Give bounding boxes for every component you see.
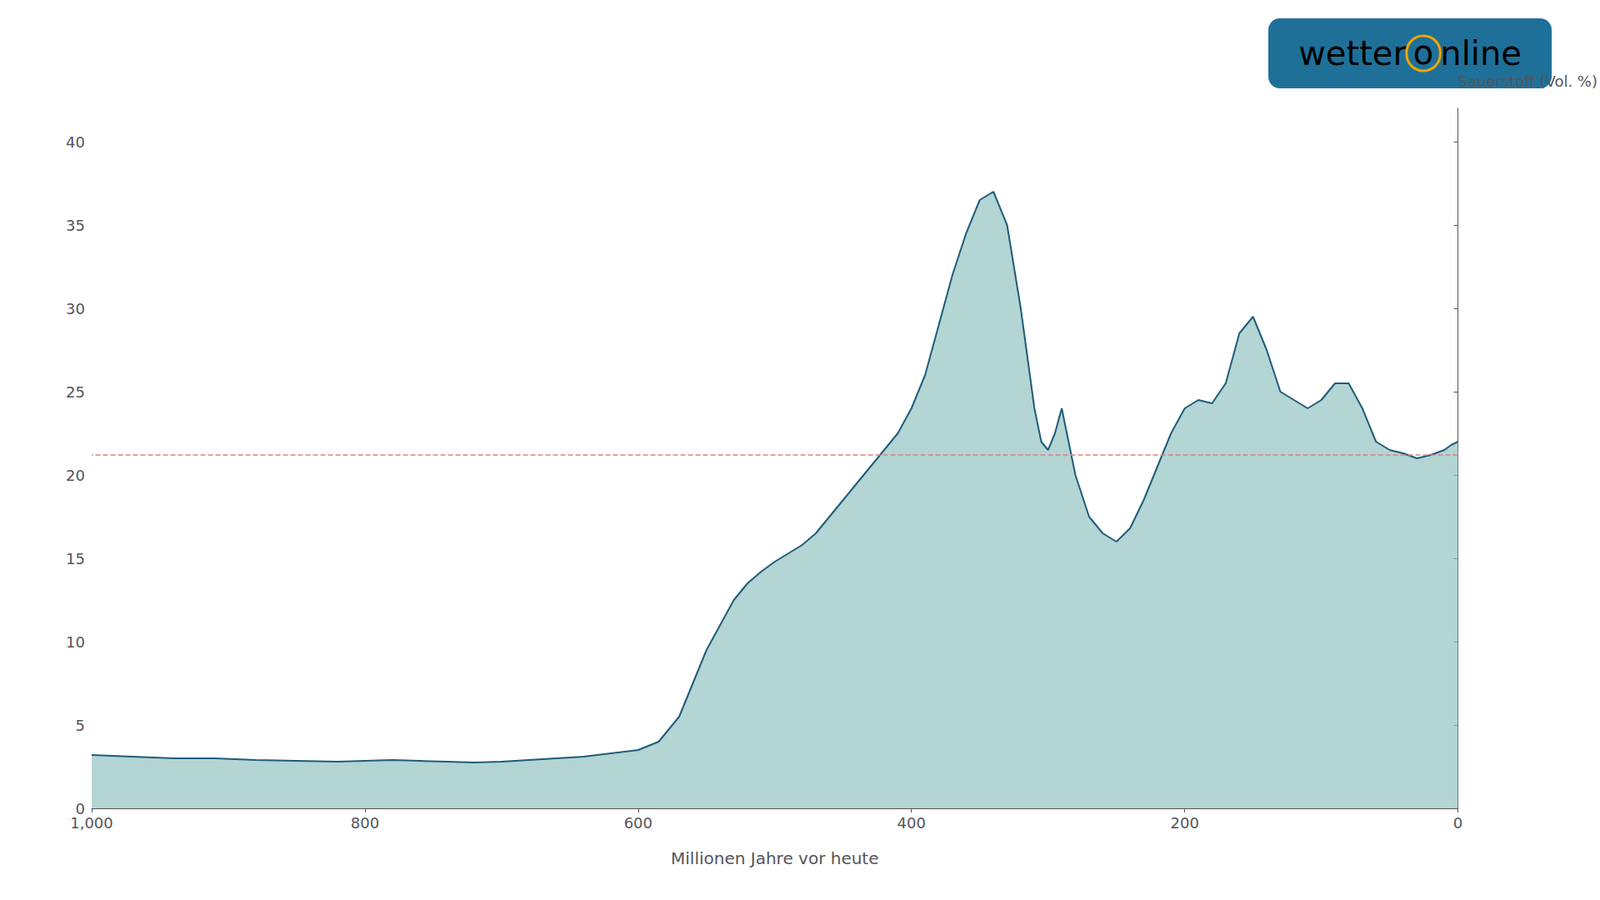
svg-text:o: o [1413, 33, 1434, 72]
svg-text:20: 20 [65, 466, 85, 485]
svg-text:800: 800 [350, 814, 380, 832]
svg-text:0: 0 [75, 799, 85, 818]
svg-text:600: 600 [624, 814, 653, 832]
svg-text:35: 35 [65, 216, 85, 235]
svg-text:10: 10 [65, 633, 85, 651]
svg-text:200: 200 [1170, 814, 1199, 832]
svg-text:wetter: wetter [1298, 34, 1407, 73]
svg-text:nline: nline [1440, 34, 1522, 73]
svg-text:30: 30 [65, 300, 85, 318]
svg-text:0: 0 [1453, 814, 1463, 832]
svg-text:40: 40 [65, 133, 85, 151]
svg-text:Sauerstoff (Vol. %): Sauerstoff (Vol. %) [1458, 72, 1598, 90]
svg-text:400: 400 [897, 814, 926, 832]
svg-text:5: 5 [75, 716, 85, 735]
svg-text:15: 15 [65, 550, 85, 568]
svg-text:Millionen Jahre vor heute: Millionen Jahre vor heute [670, 848, 879, 869]
svg-text:1,000: 1,000 [70, 814, 114, 832]
svg-text:25: 25 [65, 383, 85, 401]
